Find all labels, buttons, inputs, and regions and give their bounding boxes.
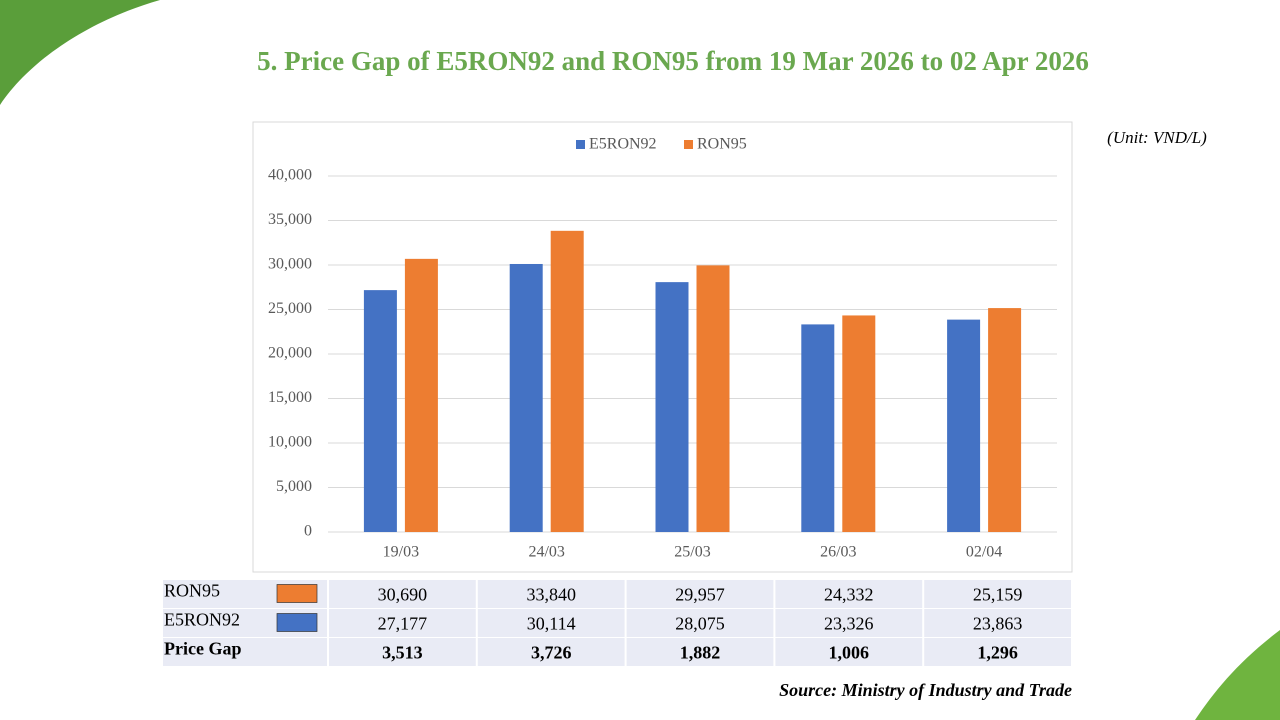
table-swatch: [276, 613, 318, 632]
table-cell: 24,332: [824, 585, 874, 605]
y-tick-label: 20,000: [268, 345, 312, 362]
legend-label: E5RON92: [589, 136, 657, 153]
table-cell: 23,863: [973, 614, 1023, 634]
legend-label: RON95: [697, 136, 747, 153]
x-tick-label: 02/04: [966, 544, 1002, 561]
table-row-label: E5RON92: [164, 610, 240, 630]
x-tick-label: 25/03: [674, 544, 710, 561]
legend-swatch: [576, 140, 585, 149]
y-tick-label: 40,000: [268, 167, 312, 184]
y-tick-label: 35,000: [268, 211, 312, 228]
table-cell: 23,326: [824, 614, 874, 634]
table-row-bg: [163, 638, 1072, 666]
y-tick-label: 15,000: [268, 389, 312, 406]
y-tick-label: 10,000: [268, 434, 312, 451]
bar: [363, 290, 397, 532]
table-row-label: RON95: [164, 581, 220, 601]
bar: [842, 315, 876, 532]
bar: [947, 319, 981, 532]
bar: [404, 258, 438, 532]
corner-leaf: [1195, 630, 1280, 720]
table-cell: 27,177: [378, 614, 428, 634]
bar: [509, 263, 543, 532]
table-cell: 30,114: [527, 614, 576, 634]
table-cell: 25,159: [973, 585, 1023, 605]
table-cell: 1,296: [977, 643, 1018, 663]
y-tick-label: 30,000: [268, 256, 312, 273]
table-cell: 28,075: [675, 614, 725, 634]
bar: [655, 282, 689, 532]
table-cell: 1,882: [680, 643, 721, 663]
table-cell: 29,957: [675, 585, 725, 605]
table-row-label: Price Gap: [164, 639, 241, 659]
x-tick-label: 26/03: [820, 544, 856, 561]
source-note: Source: Ministry of Industry and Trade: [779, 680, 1072, 700]
bar: [801, 324, 835, 532]
x-tick-label: 19/03: [383, 544, 419, 561]
y-tick-label: 0: [304, 523, 312, 540]
table-cell: 30,690: [378, 585, 428, 605]
table-cell: 1,006: [829, 643, 870, 663]
chart-title: 5. Price Gap of E5RON92 and RON95 from 1…: [257, 46, 1089, 76]
x-tick-label: 24/03: [528, 544, 564, 561]
y-tick-label: 5,000: [276, 478, 312, 495]
legend-swatch: [684, 140, 693, 149]
table-cell: 3,513: [382, 643, 423, 663]
bar: [696, 265, 730, 532]
bar: [988, 308, 1022, 532]
table-cell: 3,726: [531, 643, 572, 663]
table-cell: 33,840: [526, 585, 576, 605]
corner-leaf: [0, 0, 160, 105]
bar: [550, 230, 584, 532]
table-swatch: [276, 584, 318, 603]
y-tick-label: 25,000: [268, 300, 312, 317]
unit-note: (Unit: VND/L): [1107, 128, 1207, 147]
